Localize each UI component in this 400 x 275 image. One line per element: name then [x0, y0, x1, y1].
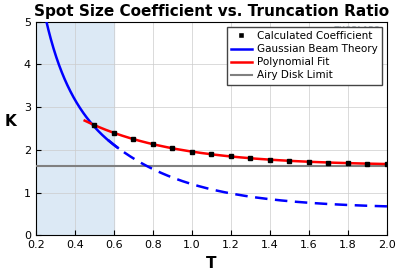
Legend: Calculated Coefficient, Gaussian Beam Theory, Polynomial Fit, Airy Disk Limit: Calculated Coefficient, Gaussian Beam Th…: [227, 27, 382, 85]
Y-axis label: K: K: [4, 114, 16, 129]
Title: Spot Size Coefficient vs. Truncation Ratio: Spot Size Coefficient vs. Truncation Rat…: [34, 4, 389, 19]
Text: THORLABS: THORLABS: [334, 26, 380, 35]
Bar: [36, 22, 114, 235]
X-axis label: T: T: [206, 256, 217, 271]
